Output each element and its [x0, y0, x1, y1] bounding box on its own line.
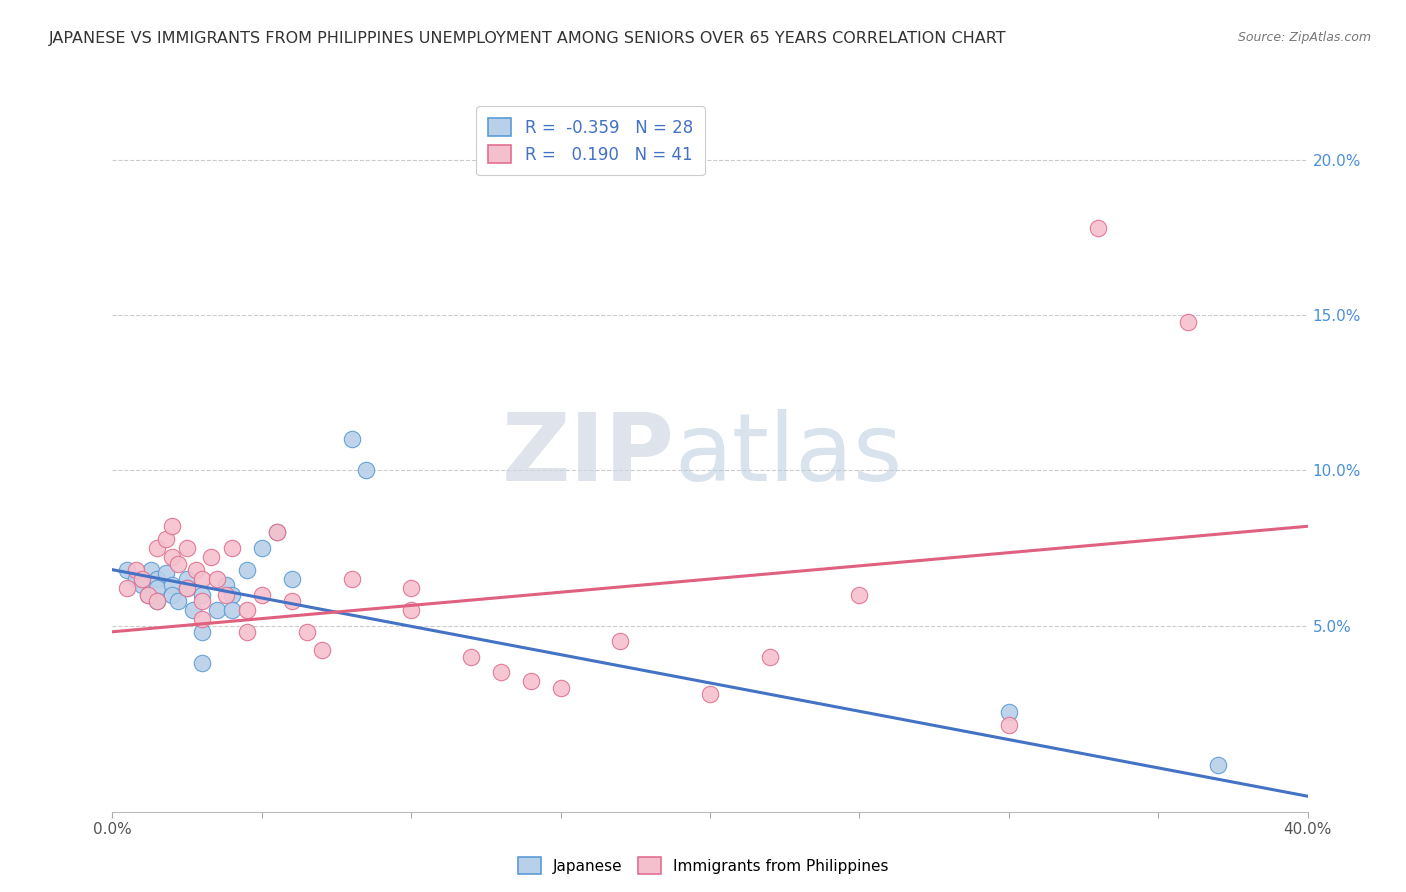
Text: JAPANESE VS IMMIGRANTS FROM PHILIPPINES UNEMPLOYMENT AMONG SENIORS OVER 65 YEARS: JAPANESE VS IMMIGRANTS FROM PHILIPPINES …	[49, 31, 1007, 46]
Point	[200, 550, 222, 565]
Point	[520, 674, 543, 689]
Point	[155, 566, 177, 580]
Point	[141, 563, 163, 577]
Point	[167, 557, 190, 571]
Point	[699, 687, 721, 701]
Point	[167, 593, 190, 607]
Point	[162, 519, 183, 533]
Legend: Japanese, Immigrants from Philippines: Japanese, Immigrants from Philippines	[512, 851, 894, 880]
Point	[236, 624, 259, 639]
Point	[205, 572, 228, 586]
Point	[998, 718, 1021, 732]
Point	[125, 572, 148, 586]
Point	[117, 582, 139, 596]
Point	[176, 582, 198, 596]
Point	[281, 572, 304, 586]
Point	[162, 588, 183, 602]
Point	[759, 649, 782, 664]
Point	[460, 649, 482, 664]
Point	[205, 603, 228, 617]
Point	[155, 532, 177, 546]
Point	[191, 588, 214, 602]
Point	[181, 603, 204, 617]
Point	[250, 588, 273, 602]
Point	[131, 578, 153, 592]
Point	[215, 588, 238, 602]
Point	[125, 563, 148, 577]
Point	[236, 563, 259, 577]
Point	[176, 541, 198, 555]
Point	[236, 603, 259, 617]
Point	[356, 463, 378, 477]
Point	[266, 525, 288, 540]
Point	[266, 525, 288, 540]
Point	[401, 582, 423, 596]
Point	[138, 588, 160, 602]
Point	[221, 588, 243, 602]
Point	[609, 634, 631, 648]
Text: atlas: atlas	[675, 409, 903, 501]
Legend: R =  -0.359   N = 28, R =   0.190   N = 41: R = -0.359 N = 28, R = 0.190 N = 41	[477, 106, 704, 176]
Point	[340, 433, 363, 447]
Point	[162, 550, 183, 565]
Point	[191, 593, 214, 607]
Point	[221, 603, 243, 617]
Point	[146, 593, 169, 607]
Point	[281, 593, 304, 607]
Point	[191, 624, 214, 639]
Point	[215, 578, 238, 592]
Point	[340, 572, 363, 586]
Point	[191, 656, 214, 670]
Point	[191, 612, 214, 626]
Point	[550, 681, 572, 695]
Point	[998, 706, 1021, 720]
Point	[162, 578, 183, 592]
Point	[146, 572, 169, 586]
Point	[176, 582, 198, 596]
Point	[191, 572, 214, 586]
Point	[117, 563, 139, 577]
Point	[489, 665, 512, 679]
Point	[146, 541, 169, 555]
Point	[1087, 221, 1109, 235]
Point	[311, 643, 333, 657]
Point	[295, 624, 318, 639]
Text: Source: ZipAtlas.com: Source: ZipAtlas.com	[1237, 31, 1371, 45]
Point	[146, 582, 169, 596]
Point	[186, 563, 208, 577]
Text: ZIP: ZIP	[502, 409, 675, 501]
Point	[1206, 758, 1229, 772]
Point	[1177, 314, 1199, 328]
Point	[138, 588, 160, 602]
Point	[848, 588, 870, 602]
Point	[146, 593, 169, 607]
Point	[401, 603, 423, 617]
Point	[250, 541, 273, 555]
Point	[176, 572, 198, 586]
Point	[221, 541, 243, 555]
Point	[131, 572, 153, 586]
